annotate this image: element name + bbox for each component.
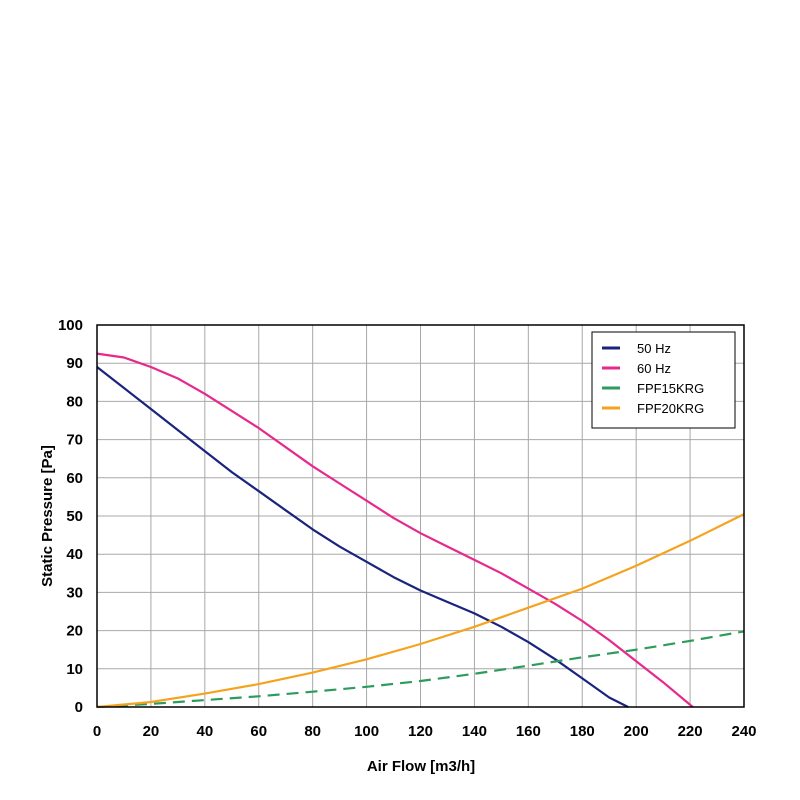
plot-frame bbox=[96, 324, 745, 708]
x-tick-label: 180 bbox=[570, 723, 595, 740]
y-tick-label: 0 bbox=[75, 699, 83, 716]
x-tick-label: 20 bbox=[143, 723, 160, 740]
x-tick-label: 100 bbox=[354, 723, 379, 740]
y-tick-label: 20 bbox=[66, 623, 83, 640]
x-tick-label: 120 bbox=[408, 723, 433, 740]
legend-label-fpf20krg: FPF20KRG bbox=[637, 401, 704, 416]
x-tick-label: 220 bbox=[678, 723, 703, 740]
y-tick-label: 60 bbox=[66, 470, 83, 487]
series-line-60-hz bbox=[96, 352, 694, 708]
legend-label-60-hz: 60 Hz bbox=[637, 361, 671, 376]
plot-border bbox=[96, 324, 745, 708]
y-tick-label: 40 bbox=[66, 546, 83, 563]
legend: 50 Hz 60 Hz FPF15KRG FPF20KRG bbox=[591, 331, 736, 429]
x-tick-label: 240 bbox=[731, 723, 756, 740]
series-line-50-hz bbox=[96, 366, 629, 708]
y-tick-label: 10 bbox=[66, 661, 83, 678]
legend-label-50-hz: 50 Hz bbox=[637, 341, 671, 356]
y-tick-label: 50 bbox=[66, 508, 83, 525]
x-axis-ticks: 0 20 40 60 80 100 120 140 160 180 200 220 240 bbox=[93, 723, 757, 740]
x-tick-label: 40 bbox=[196, 723, 213, 740]
x-tick-label: 0 bbox=[93, 723, 101, 740]
x-tick-label: 60 bbox=[250, 723, 267, 740]
y-tick-label: 100 bbox=[58, 317, 83, 334]
x-tick-label: 80 bbox=[304, 723, 321, 740]
series-layer bbox=[96, 352, 745, 709]
y-tick-label: 90 bbox=[66, 355, 83, 372]
x-tick-label: 160 bbox=[516, 723, 541, 740]
x-tick-label: 200 bbox=[624, 723, 649, 740]
y-tick-label: 30 bbox=[66, 584, 83, 601]
x-tick-label: 140 bbox=[462, 723, 487, 740]
y-tick-label: 80 bbox=[66, 393, 83, 410]
y-tick-label: 70 bbox=[66, 432, 83, 449]
series-line-fpf20krg bbox=[96, 513, 745, 709]
series-line-fpf15krg bbox=[96, 630, 745, 709]
y-axis-title: Static Pressure [Pa] bbox=[39, 445, 56, 587]
x-axis-title: Air Flow [m3/h] bbox=[367, 758, 475, 775]
legend-label-fpf15krg: FPF15KRG bbox=[637, 381, 704, 396]
y-axis-ticks: 0 10 20 30 40 50 60 70 80 90 100 bbox=[58, 317, 83, 716]
grid bbox=[96, 324, 745, 708]
